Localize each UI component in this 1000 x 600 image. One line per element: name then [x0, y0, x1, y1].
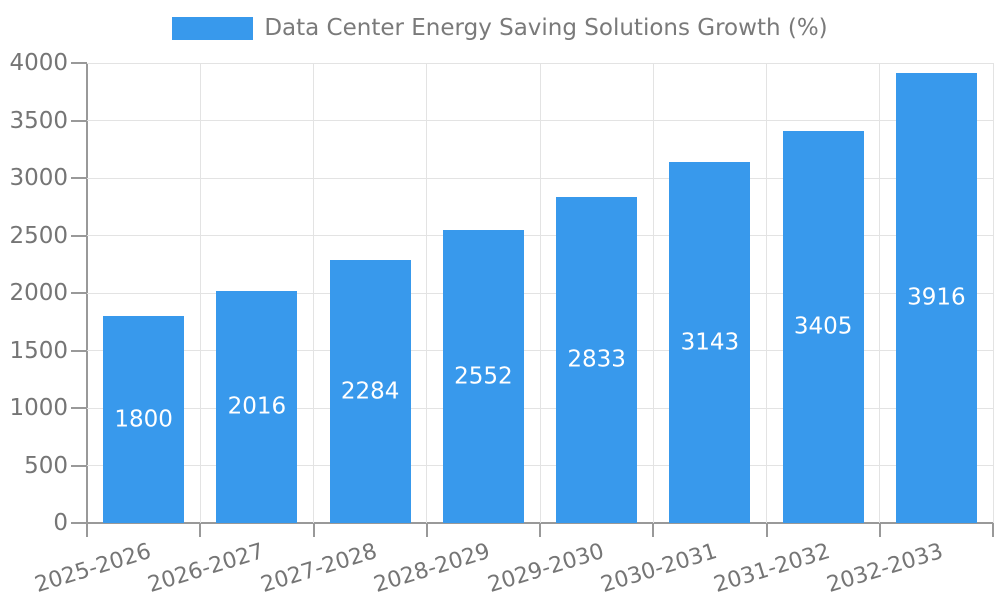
bar-value-label: 2833: [567, 346, 626, 373]
y-tick-label: 2000: [9, 280, 68, 306]
legend-label: Data Center Energy Saving Solutions Grow…: [264, 15, 828, 41]
y-tick-label: 0: [53, 510, 68, 536]
bar[interactable]: 3405: [782, 131, 864, 523]
y-tick-label: 3000: [9, 165, 68, 191]
y-axis-tick-mark: [71, 177, 87, 179]
x-axis-tick-mark: [992, 523, 994, 537]
x-axis-tick-mark: [312, 523, 315, 537]
bar-value-label: 2016: [227, 393, 287, 420]
bar[interactable]: 2833: [556, 197, 638, 523]
gridline-vertical: [879, 63, 881, 523]
x-axis-tick-mark: [425, 523, 428, 537]
y-tick-label: 500: [24, 452, 68, 479]
y-axis-tick-mark: [71, 234, 87, 237]
gridline-vertical: [539, 63, 541, 523]
y-axis-tick-mark: [71, 62, 87, 64]
bar[interactable]: 1800: [103, 316, 185, 523]
gridline-vertical: [652, 63, 654, 523]
x-axis-tick-mark: [765, 523, 768, 537]
bar-value-label: 1800: [114, 406, 173, 432]
bar[interactable]: 3143: [669, 162, 751, 523]
gridline-vertical: [199, 63, 201, 523]
bar[interactable]: 2016: [216, 291, 298, 523]
plot-area: 0 500 1000 1500 2000 2500 3000 3500 4000 1800 2025…: [9, 52, 994, 598]
x-axis-tick-mark: [86, 523, 88, 537]
y-axis-tick-mark: [71, 292, 87, 294]
bar[interactable]: 2284: [329, 260, 411, 523]
y-axis-tick-mark: [71, 464, 87, 467]
x-axis-tick-mark: [539, 523, 541, 537]
gridline-vertical: [992, 63, 994, 523]
y-axis-tick-mark: [71, 522, 87, 524]
bar[interactable]: 2552: [442, 230, 524, 523]
bar-value-label: 2284: [340, 378, 400, 404]
bar-value-label: 3405: [793, 313, 853, 340]
x-axis-tick-mark: [199, 523, 202, 537]
y-tick-label: 2500: [9, 222, 68, 249]
bar-value-label: 3916: [907, 284, 966, 311]
gridline-vertical: [766, 63, 767, 523]
x-axis-tick-mark: [878, 523, 881, 537]
y-axis-tick-mark: [71, 119, 87, 122]
y-tick-label: 1000: [9, 395, 68, 421]
gridline-vertical: [313, 63, 314, 523]
legend[interactable]: Data Center Energy Saving Solutions Grow…: [0, 15, 1000, 43]
y-tick-label: 1500: [9, 337, 68, 364]
y-tick-label: 4000: [9, 50, 68, 76]
x-axis-tick-mark: [652, 523, 655, 537]
y-tick-label: 3500: [9, 107, 68, 134]
bar[interactable]: 3916: [895, 73, 977, 523]
y-axis-tick-mark: [71, 407, 87, 409]
gridline-vertical: [426, 63, 428, 523]
legend-swatch: [172, 17, 254, 41]
y-axis-line: [86, 63, 88, 537]
bar-value-label: 2552: [454, 363, 513, 389]
y-axis-tick-mark: [71, 349, 87, 352]
bar-value-label: 3143: [680, 329, 740, 355]
